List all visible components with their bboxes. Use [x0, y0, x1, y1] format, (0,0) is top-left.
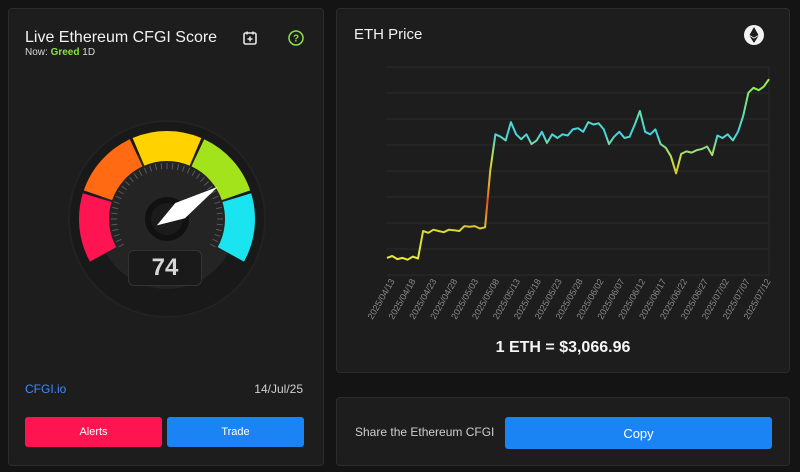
- alerts-button[interactable]: Alerts: [25, 417, 162, 447]
- gauge-tick: [113, 233, 120, 237]
- gauge-segments: [79, 131, 255, 262]
- gauge-tick: [216, 223, 223, 226]
- copy-button[interactable]: Copy: [505, 417, 772, 449]
- now-label: Now:: [25, 47, 48, 58]
- cfgi-source-link[interactable]: CFGI.io: [25, 382, 67, 396]
- gauge-tick: [115, 238, 122, 243]
- gauge-tick: [195, 173, 201, 179]
- gauge-segment-fear: [83, 139, 143, 201]
- gauge-tick: [149, 165, 153, 172]
- cfgi-score-value: 74: [128, 250, 202, 286]
- gauge-tick: [200, 177, 205, 183]
- eth-price-panel: 2025/04/13 2025/04/18 2025/04/23 2025/04/28…: [336, 8, 790, 373]
- gauge-tick: [118, 190, 124, 195]
- gauge-tick: [112, 206, 119, 210]
- gauge-tick: [154, 164, 158, 171]
- gauge-tick: [214, 201, 221, 205]
- score-date: 14/Jul/25: [254, 382, 303, 396]
- gauge-segment-greed: [191, 139, 251, 201]
- gauge-tick: [215, 228, 222, 232]
- gauge-tick: [113, 201, 120, 205]
- panel-title: Live Ethereum CFGI Score: [25, 29, 218, 46]
- gauge-tick: [214, 233, 221, 237]
- gauge-tick: [160, 163, 163, 170]
- trade-button[interactable]: Trade: [167, 417, 304, 447]
- gauge-tick: [121, 185, 127, 191]
- gauge-tick: [203, 181, 209, 186]
- gauge-tick: [111, 212, 118, 215]
- gauge-tick: [138, 170, 143, 176]
- gauge-tick: [181, 165, 185, 172]
- chart-grid: [387, 66, 770, 276]
- gauge-tick: [216, 212, 223, 215]
- gauge-tick: [112, 228, 119, 232]
- eth-price-value: 1 ETH = $3,066.96: [495, 339, 631, 356]
- chart-x-axis: 2025/04/132025/04/182025/04/232025/04/28…: [366, 277, 773, 321]
- gauge-tick: [125, 181, 131, 186]
- sentiment-value: Greed: [50, 47, 80, 58]
- gauge-tick: [111, 223, 118, 226]
- gauge-tick: [171, 163, 174, 170]
- gauge-tick: [210, 243, 216, 248]
- timeframe-label: 1D: [82, 47, 96, 58]
- gauge-segment-extreme-fear: [79, 193, 117, 262]
- gauge-tick: [118, 243, 124, 248]
- gauge-segment-neutral: [132, 131, 202, 166]
- gauge-tick: [212, 238, 219, 243]
- calendar-icon[interactable]: [241, 29, 259, 47]
- gauge-tick: [210, 190, 216, 195]
- gauge-tick: [215, 206, 222, 210]
- gauge-tick: [115, 195, 122, 200]
- cfgi-gauge: [68, 120, 266, 318]
- gauge-tick: [191, 170, 196, 176]
- eth-price-chart: 2025/04/132025/04/182025/04/232025/04/28…: [366, 66, 773, 321]
- share-panel: Share the Ethereum CFGI Copy: [336, 397, 790, 466]
- help-icon[interactable]: ?: [287, 29, 305, 47]
- sentiment-line: Now: Greed 1D: [25, 47, 95, 58]
- cfgi-score-panel: Live Ethereum CFGI Score Now: Greed 1D ?…: [8, 8, 324, 466]
- gauge-tick: [176, 164, 180, 171]
- gauge-tick: [129, 177, 134, 183]
- gauge-needle: [156, 186, 218, 226]
- ethereum-icon: [742, 23, 766, 47]
- gauge-tick: [207, 185, 213, 191]
- gauge-tick: [212, 195, 219, 200]
- gauge-ticks: [111, 163, 223, 248]
- gauge-tick: [186, 167, 191, 174]
- share-label: Share the Ethereum CFGI: [355, 425, 495, 439]
- gauge-tick: [143, 167, 148, 174]
- svg-text:?: ?: [293, 34, 299, 45]
- price-series-line: [386, 78, 770, 261]
- gauge-tick: [133, 173, 139, 179]
- gauge-segment-extreme-greed: [217, 193, 255, 262]
- chart-title: ETH Price: [354, 26, 423, 43]
